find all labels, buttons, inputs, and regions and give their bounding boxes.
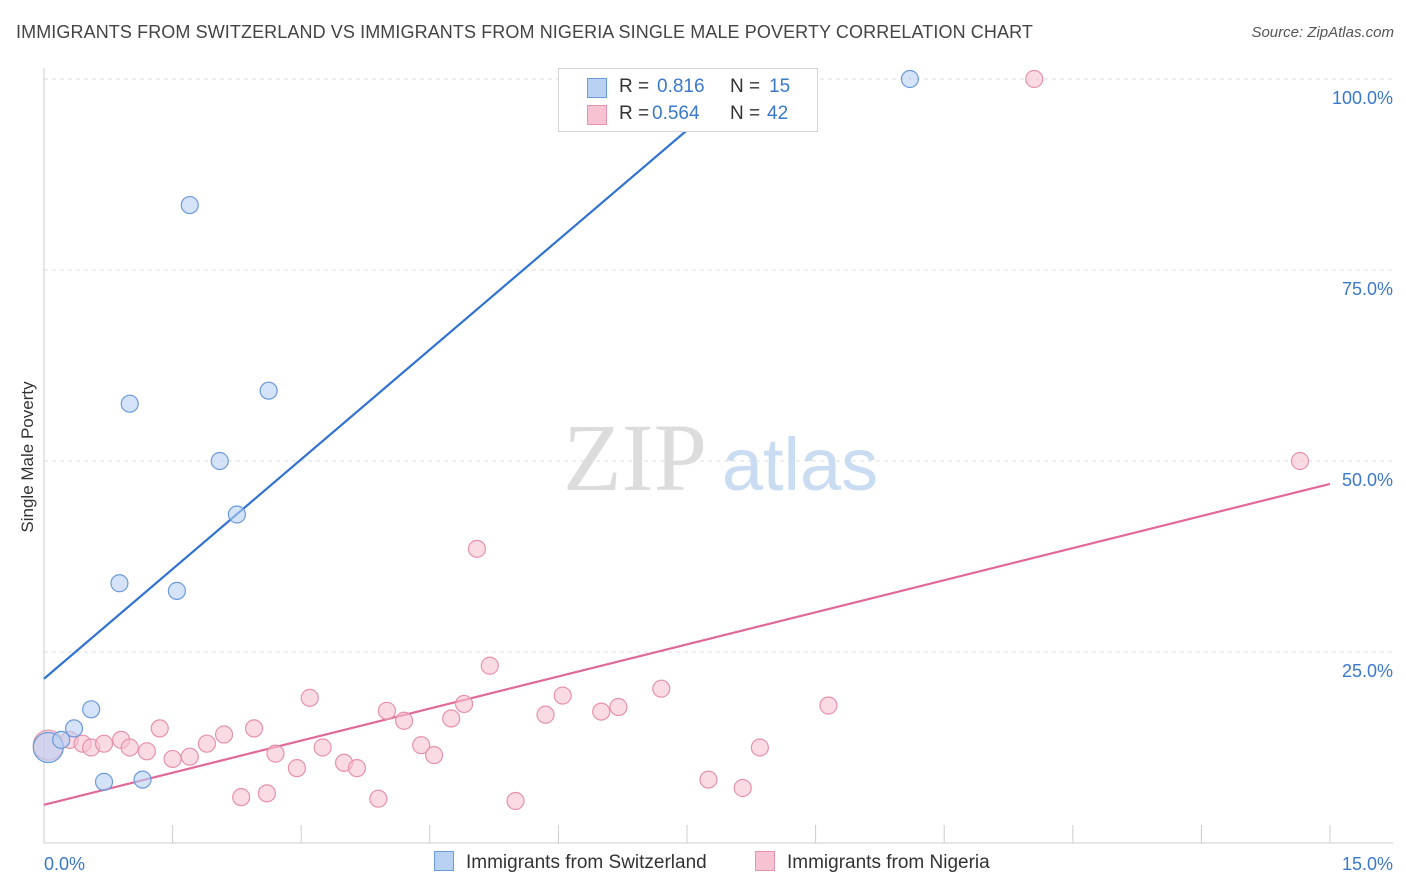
point-nigeria <box>1290 451 1310 471</box>
point-nigeria <box>150 719 169 738</box>
point-nigeria <box>553 686 572 705</box>
legend-n-label: N = <box>730 103 761 124</box>
point-nigeria <box>120 738 139 757</box>
chart-title: IMMIGRANTS FROM SWITZERLAND VS IMMIGRANT… <box>16 22 1033 42</box>
y-tick-label: 75.0% <box>1342 279 1393 299</box>
point-nigeria <box>652 679 671 698</box>
point-nigeria <box>287 759 307 778</box>
point-switzerland <box>133 770 152 789</box>
legend-row-switzerland: R = 0.816 N = 15 <box>559 74 817 102</box>
watermark-atlas: atlas <box>722 423 878 506</box>
point-switzerland <box>120 394 139 413</box>
legend-swatch-nigeria <box>587 105 607 125</box>
point-nigeria <box>137 742 156 761</box>
point-nigeria <box>1025 69 1044 89</box>
point-nigeria <box>244 719 264 738</box>
point-switzerland <box>259 381 278 400</box>
point-switzerland <box>94 772 114 791</box>
point-nigeria <box>454 694 474 714</box>
point-nigeria <box>180 747 199 766</box>
grid-lines <box>44 78 1393 653</box>
point-switzerland <box>180 195 199 215</box>
point-switzerland <box>52 730 71 749</box>
point-nigeria <box>94 734 114 753</box>
trend-line-nigeria <box>43 482 1331 806</box>
watermark: ZIP atlas <box>563 404 878 511</box>
point-nigeria <box>733 778 752 798</box>
series-legend-nigeria: Immigrants from Nigeria <box>755 851 990 874</box>
point-nigeria <box>266 744 285 763</box>
point-nigeria <box>369 789 388 808</box>
trend-lines <box>43 78 1331 806</box>
y-tick-label: 50.0% <box>1342 470 1393 490</box>
watermark-zip: ZIP <box>563 404 707 511</box>
point-nigeria <box>394 711 414 730</box>
point-switzerland <box>110 574 129 593</box>
point-nigeria <box>699 770 718 789</box>
legend-swatch-switzerland <box>587 78 607 98</box>
point-switzerland <box>82 700 101 719</box>
point-switzerland <box>227 505 246 524</box>
point-nigeria <box>347 759 367 778</box>
point-nigeria <box>750 738 769 757</box>
x-tick-label-min: 0.0% <box>44 854 85 874</box>
point-nigeria <box>257 784 277 803</box>
point-switzerland <box>64 719 84 738</box>
y-tick-label: 25.0% <box>1342 661 1393 681</box>
point-nigeria <box>592 702 611 721</box>
point-nigeria <box>232 788 251 807</box>
point-nigeria <box>163 749 182 769</box>
point-nigeria <box>412 736 431 755</box>
y-tick-label: 100.0% <box>1332 88 1393 108</box>
axes <box>43 68 1393 844</box>
trend-line-switzerland <box>43 78 748 680</box>
point-switzerland <box>210 451 229 471</box>
source-label: Source: ZipAtlas.com <box>1251 24 1394 41</box>
correlation-legend: R = 0.816 N = 15 R = 0.564 N = 42 <box>558 68 818 132</box>
x-tick-label-max: 15.0% <box>1342 854 1393 874</box>
point-nigeria <box>442 709 461 728</box>
point-nigeria <box>313 738 332 757</box>
legend-n-label: N = <box>730 76 761 97</box>
point-nigeria <box>300 688 319 707</box>
series-name-nigeria: Immigrants from Nigeria <box>787 852 990 873</box>
legend-r-value: 0.564 <box>652 103 700 124</box>
point-nigeria <box>467 539 487 558</box>
point-nigeria <box>214 725 234 744</box>
point-nigeria <box>480 656 499 675</box>
y-axis-label: Single Male Poverty <box>18 381 37 533</box>
data-points <box>32 69 1310 811</box>
series-name-switzerland: Immigrants from Switzerland <box>466 852 707 873</box>
series-swatch-nigeria <box>755 851 775 871</box>
legend-r-value: 0.816 <box>657 76 705 97</box>
point-switzerland <box>167 581 186 600</box>
series-swatch-switzerland <box>434 851 454 871</box>
point-nigeria <box>377 701 397 720</box>
legend-r-label: R = <box>619 103 650 124</box>
point-nigeria <box>197 734 216 753</box>
legend-n-value: 42 <box>767 103 789 124</box>
point-nigeria <box>506 791 525 811</box>
legend-r-label: R = <box>619 76 650 97</box>
legend-row-nigeria: R = 0.564 N = 42 <box>559 101 817 129</box>
point-nigeria <box>609 697 628 717</box>
point-switzerland <box>900 69 920 89</box>
point-nigeria <box>536 705 555 724</box>
series-legend-switzerland: Immigrants from Switzerland <box>434 851 707 874</box>
point-nigeria <box>819 696 838 715</box>
tick-labels: 25.0% 50.0% 75.0% 100.0% 0.0% 15.0% <box>44 88 1393 874</box>
legend-n-value: 15 <box>769 76 791 97</box>
point-nigeria <box>424 746 444 765</box>
